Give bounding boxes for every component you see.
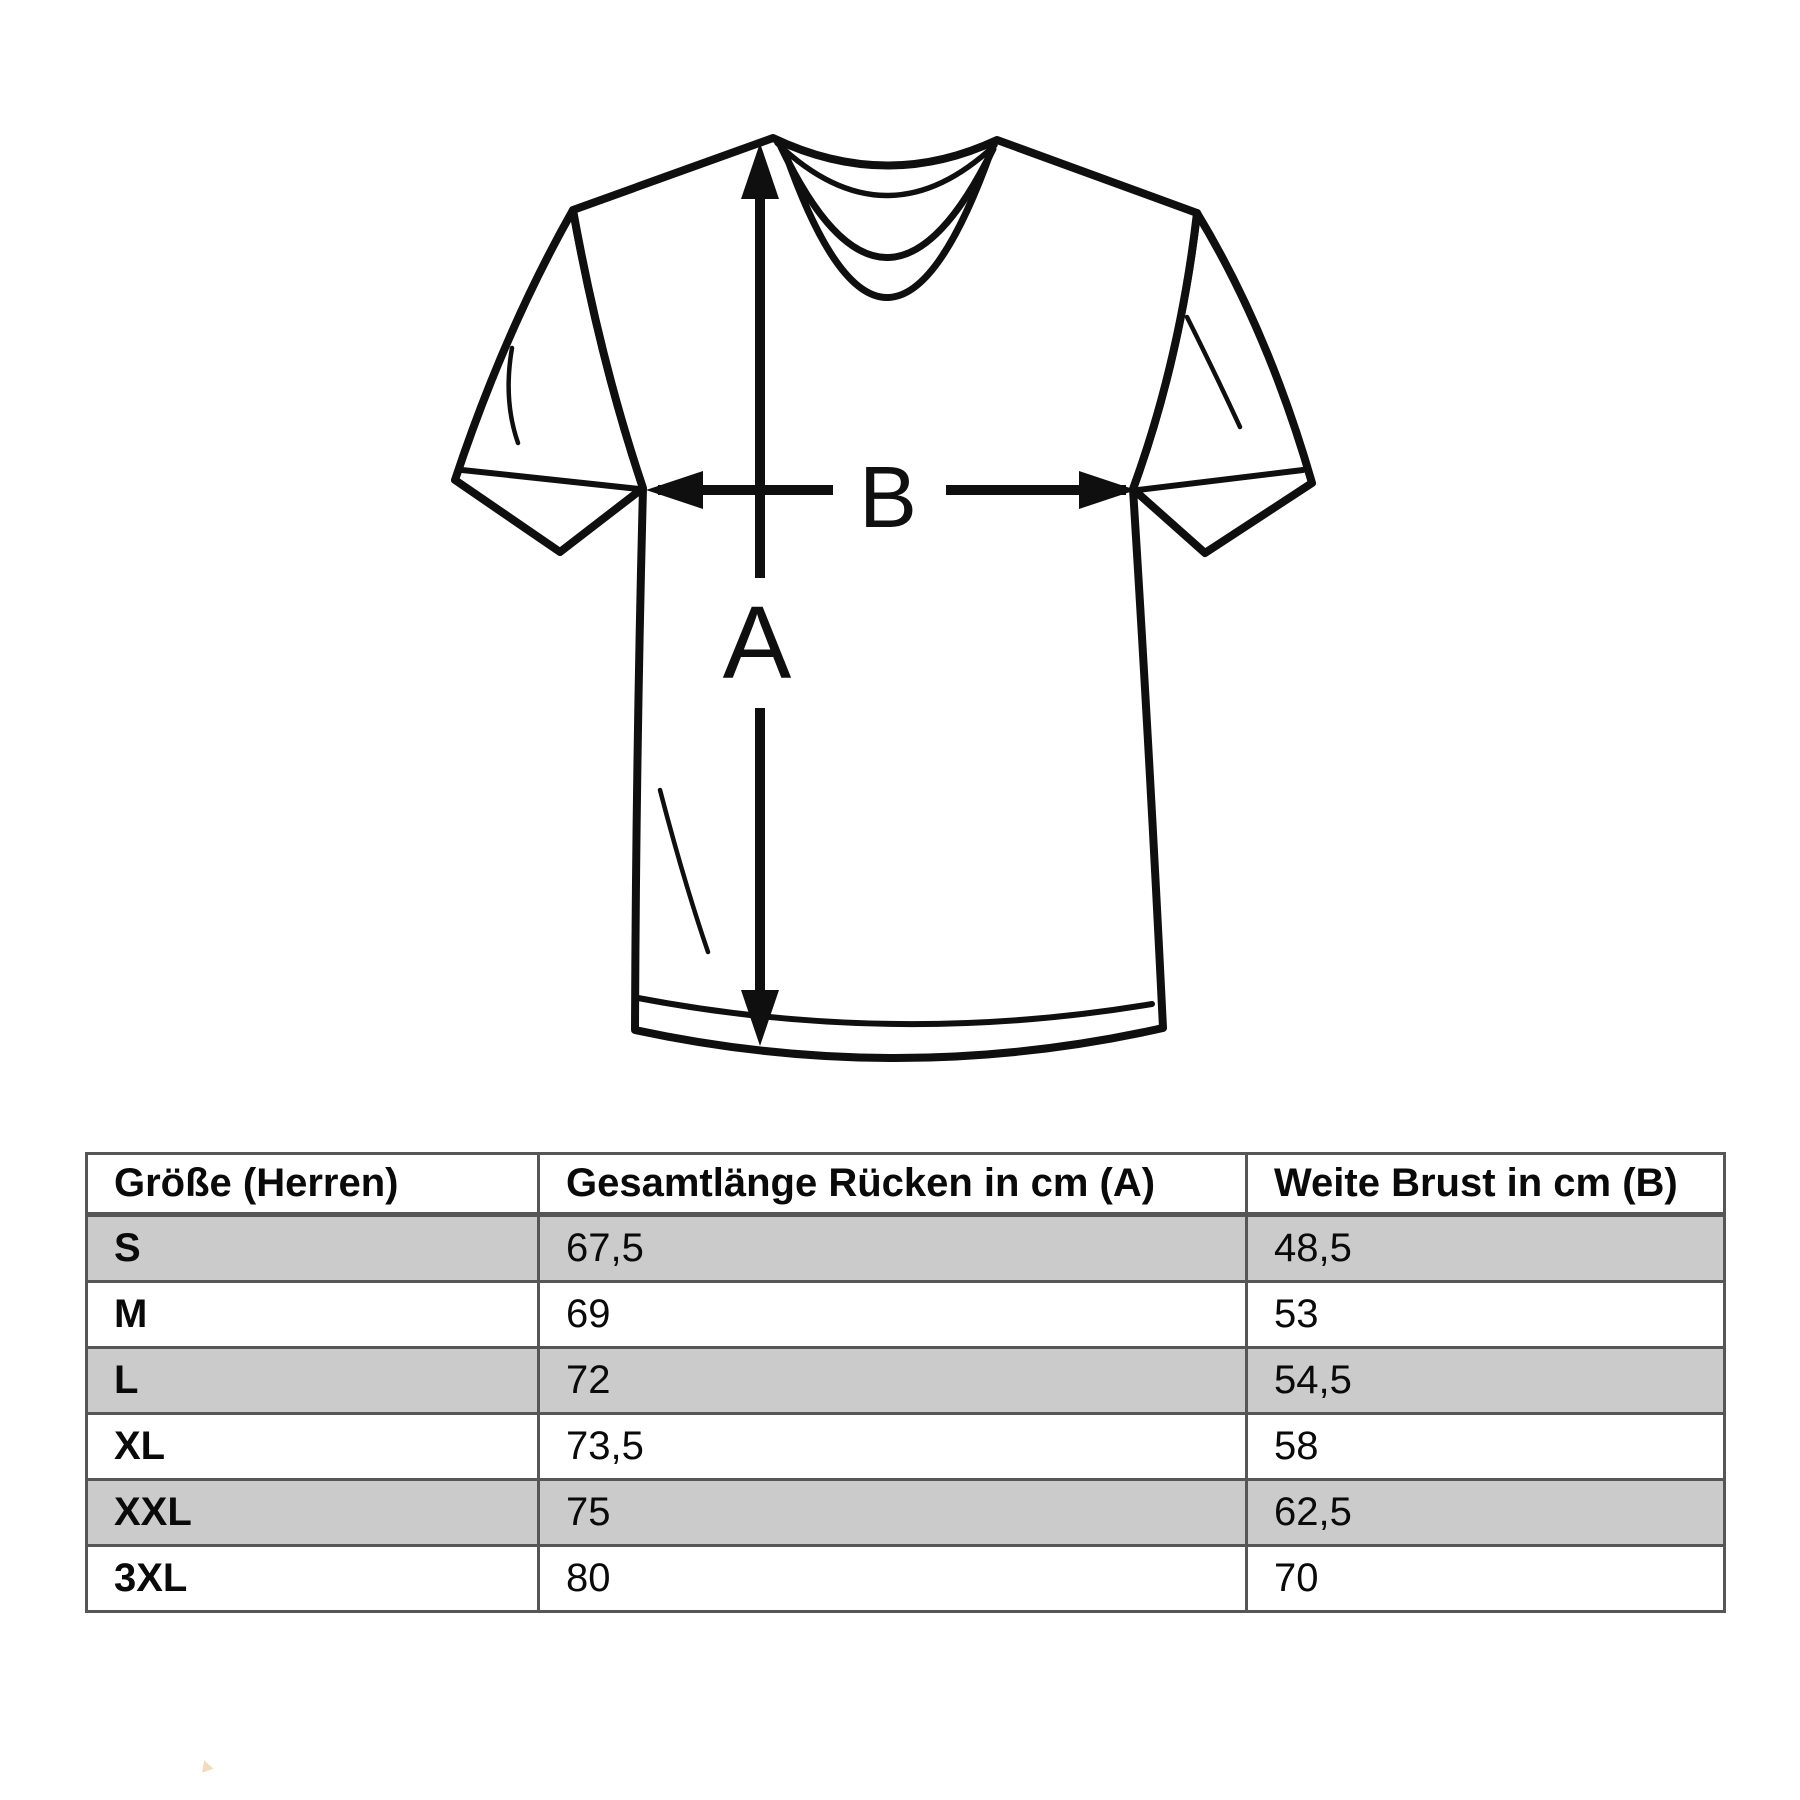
column-header-length: Gesamtlänge Rücken in cm (A) [537,1152,1248,1217]
chest-cell: 48,5 [1245,1213,1726,1283]
arrowhead-a-top [741,143,779,199]
dimension-label-b: B [859,449,917,546]
tshirt-hem-seam [635,995,1155,1028]
length-cell: 80 [537,1544,1248,1613]
length-cell: 73,5 [537,1412,1248,1481]
column-header-chest: Weite Brust in cm (B) [1245,1152,1726,1217]
size-cell: 3XL [85,1544,540,1613]
tshirt-body [569,134,1201,1062]
scan-artifact [198,1758,214,1773]
chest-cell: 54,5 [1245,1346,1726,1415]
tshirt-collar-front-bottom [781,148,994,301]
chest-cell: 62,5 [1245,1478,1726,1547]
arrowhead-b-right [1079,471,1136,509]
left-sleeve-fold-line [506,345,521,446]
table-row: L 72 54,5 [85,1346,1726,1415]
table-row: M 69 53 [85,1280,1726,1349]
table-header-row: Größe (Herren) Gesamtlänge Rücken in cm … [85,1152,1726,1217]
tshirt-right-cuff-seam [1135,467,1306,493]
arrowhead-b-left [646,471,703,509]
tshirt-collar-back-seam [774,140,998,199]
length-cell: 75 [537,1478,1248,1547]
body-fold-line [657,787,711,955]
tshirt-left-cuff-seam [459,467,642,492]
tshirt-measurement-diagram: A B [451,134,1316,1062]
tshirt-collar-front-top [777,143,997,261]
table-row: XL 73,5 58 [85,1412,1726,1481]
chest-cell: 70 [1245,1544,1726,1613]
size-cell: L [85,1346,540,1415]
table-row: XXL 75 62,5 [85,1478,1726,1547]
table-row: 3XL 80 70 [85,1544,1726,1613]
size-cell: M [85,1280,540,1349]
length-cell: 72 [537,1346,1248,1415]
chest-cell: 53 [1245,1280,1726,1349]
column-header-size: Größe (Herren) [85,1152,540,1217]
size-table: Größe (Herren) Gesamtlänge Rücken in cm … [85,1152,1726,1613]
right-sleeve-fold-line [1184,314,1243,430]
chest-cell: 58 [1245,1412,1726,1481]
table-row: S 67,5 48,5 [85,1213,1726,1283]
dimension-label-a: A [723,585,792,700]
size-cell: S [85,1213,540,1283]
size-cell: XL [85,1412,540,1481]
length-cell: 67,5 [537,1213,1248,1283]
length-cell: 69 [537,1280,1248,1349]
arrowhead-a-bottom [741,990,779,1046]
size-cell: XXL [85,1478,540,1547]
arrowheads [646,143,1136,1046]
